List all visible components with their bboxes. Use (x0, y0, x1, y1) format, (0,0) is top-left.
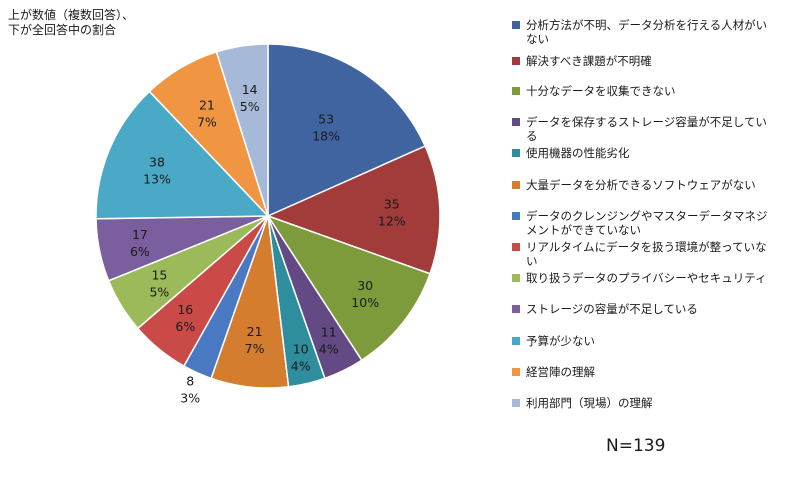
legend-item-5: 使用機器の性能劣化 (512, 146, 774, 160)
legend-label-4: データを保存するストレージ容量が不足している (526, 115, 767, 143)
slice-value-label-3: 30 (357, 278, 373, 293)
note-line-2: 下が全回答中の割合 (8, 23, 117, 37)
legend-swatch-11 (512, 337, 520, 345)
legend-label-13: 利用部門（現場）の理解 (526, 396, 653, 410)
legend-swatch-3 (512, 87, 520, 95)
legend-item-10: ストレージの容量が不足している (512, 302, 774, 316)
legend-item-11: 予算が少ない (512, 334, 774, 348)
legend-label-11: 予算が少ない (526, 334, 595, 348)
slice-value-label-7: 8 (186, 374, 194, 389)
legend-item-4: データを保存するストレージ容量が不足している (512, 115, 774, 143)
legend-label-3: 十分なデータを収集できない (526, 84, 676, 98)
legend-item-2: 解決すべき課題が不明確 (512, 54, 774, 68)
legend-swatch-5 (512, 149, 520, 157)
slice-percent-label-1: 18% (312, 129, 340, 144)
legend-item-13: 利用部門（現場）の理解 (512, 396, 774, 410)
slice-percent-label-2: 12% (378, 213, 406, 228)
slice-percent-label-10: 6% (130, 244, 150, 259)
slice-value-label-4: 11 (321, 325, 337, 340)
slice-value-label-1: 53 (318, 112, 334, 127)
legend-item-8: リアルタイムにデータを扱う環境が整っていない (512, 240, 774, 268)
slice-value-label-13: 14 (242, 82, 258, 97)
legend-swatch-13 (512, 399, 520, 407)
slice-value-label-11: 38 (149, 155, 165, 170)
slice-value-label-2: 35 (384, 196, 400, 211)
chart-note: 上が数値（複数回答）、 下が全回答中の割合 (8, 8, 178, 38)
slice-value-label-8: 16 (177, 302, 193, 317)
legend-swatch-12 (512, 368, 520, 376)
legend-swatch-7 (512, 212, 520, 220)
slice-percent-label-7: 3% (180, 391, 200, 406)
pie-slice-3 (266, 214, 431, 362)
legend-swatch-6 (512, 181, 520, 189)
legend-label-9: 取り扱うデータのプライバシーやセキュリティ (526, 271, 767, 285)
pie-slice-13 (215, 43, 269, 217)
legend-swatch-1 (512, 21, 520, 29)
slice-value-label-12: 21 (199, 97, 215, 112)
legend-item-12: 経営陣の理解 (512, 365, 774, 379)
legend-label-7: データのクレンジングやマスターデータマネジメントができていない (526, 209, 768, 237)
legend-item-9: 取り扱うデータのプライバシーやセキュリティ (512, 271, 774, 285)
pie-slice-2 (265, 145, 441, 275)
slice-percent-label-4: 4% (319, 342, 339, 357)
legend-label-8: リアルタイムにデータを扱う環境が整っていない (526, 240, 767, 268)
legend-item-3: 十分なデータを収集できない (512, 84, 774, 98)
slice-percent-label-11: 13% (143, 172, 171, 187)
slice-percent-label-5: 4% (291, 359, 311, 374)
legend-item-7: データのクレンジングやマスターデータマネジメントができていない (512, 209, 774, 237)
legend-swatch-10 (512, 305, 520, 313)
legend-swatch-9 (512, 274, 520, 282)
legend-swatch-4 (512, 118, 520, 126)
sample-size-label: N=139 (606, 436, 666, 456)
legend-item-6: 大量データを分析できるソフトウェアがない (512, 178, 774, 192)
slice-value-label-9: 15 (151, 267, 167, 282)
slice-percent-label-12: 7% (197, 114, 217, 129)
legend-label-12: 経営陣の理解 (526, 365, 595, 379)
legend-label-1: 分析方法が不明、データ分析を行える人材がいない (526, 18, 768, 46)
note-line-1: 上が数値（複数回答）、 (8, 8, 135, 22)
slice-percent-label-6: 7% (245, 341, 265, 356)
slice-percent-label-3: 10% (351, 295, 379, 310)
slice-value-label-10: 17 (132, 227, 148, 242)
legend-swatch-2 (512, 57, 520, 65)
slice-percent-label-8: 6% (175, 319, 195, 334)
legend-label-2: 解決すべき課題が不明確 (526, 54, 652, 68)
legend-label-10: ストレージの容量が不足している (526, 302, 698, 316)
legend-label-5: 使用機器の性能劣化 (526, 146, 630, 160)
legend-item-1: 分析方法が不明、データ分析を行える人材がいない (512, 18, 774, 46)
slice-percent-label-13: 5% (240, 99, 260, 114)
slice-value-label-6: 21 (247, 324, 263, 339)
slice-value-label-5: 10 (293, 342, 309, 357)
legend-swatch-8 (512, 243, 520, 251)
pie-slice-1 (267, 43, 427, 218)
slice-percent-label-9: 5% (149, 284, 169, 299)
legend-label-6: 大量データを分析できるソフトウェアがない (526, 178, 756, 192)
pie-slice-11 (95, 90, 270, 220)
